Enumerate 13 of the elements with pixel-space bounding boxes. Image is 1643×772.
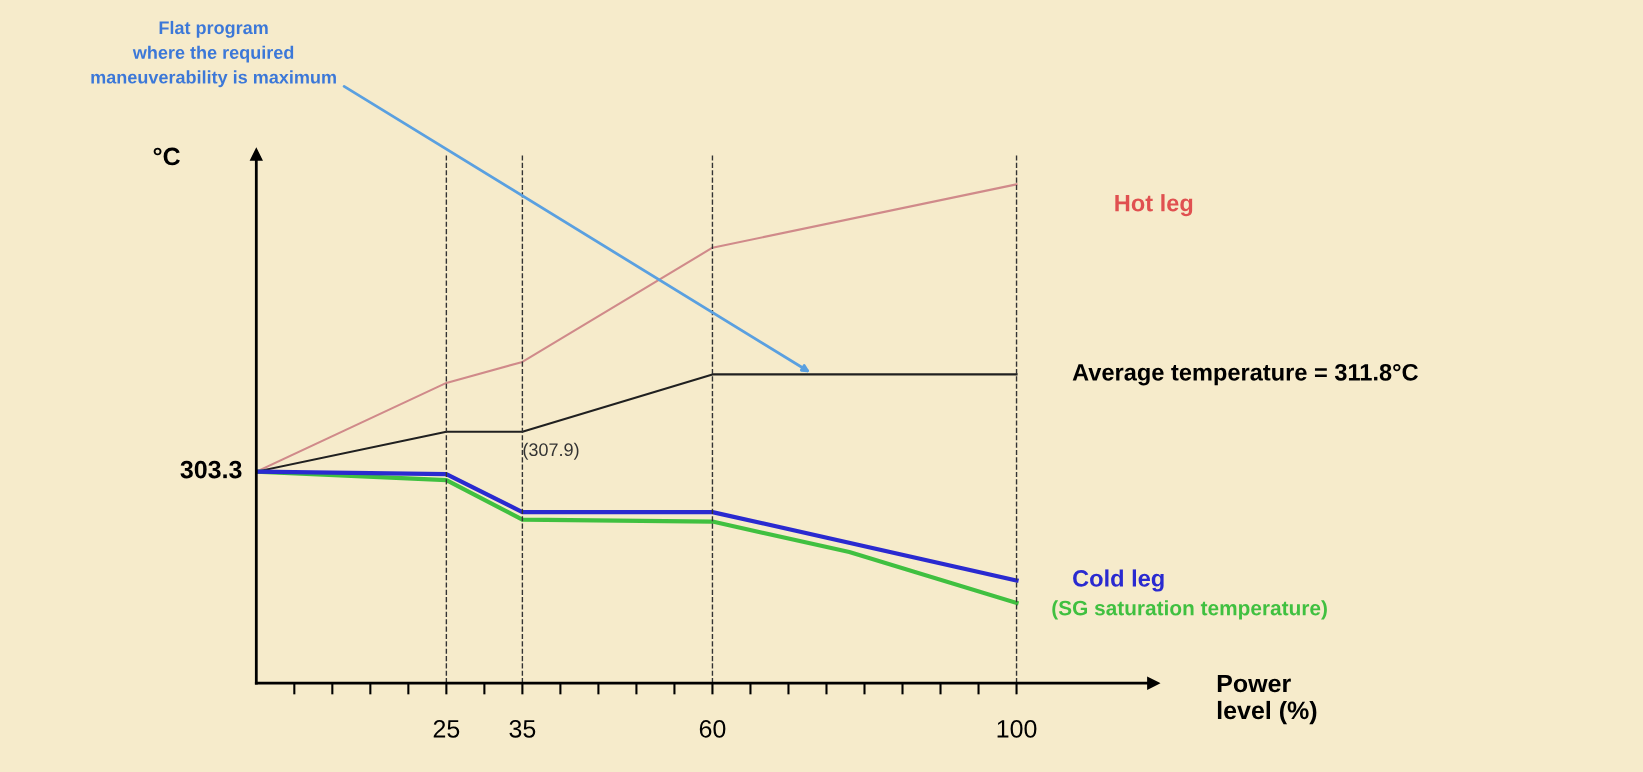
x-tick-label: 100 (997, 719, 1037, 738)
text: Average temperature = 311.8°C (1072, 363, 1418, 386)
series-label: (SG saturation temperature) (1052, 600, 1327, 620)
text: Hot leg (1115, 194, 1193, 217)
x-tick-label: 35 (509, 719, 536, 738)
annotation: (307.9) (523, 442, 579, 460)
x-axis-title: Power level (%) (1217, 674, 1317, 725)
y-axis-title: °C (153, 147, 180, 166)
x-tick-label: 25 (433, 719, 460, 738)
text: Cold leg (1073, 569, 1164, 592)
text: Flat program where the required maneuverability is maximum (91, 20, 336, 88)
x-tick-label: 60 (699, 719, 726, 738)
annotation: 303.3 (180, 460, 242, 479)
